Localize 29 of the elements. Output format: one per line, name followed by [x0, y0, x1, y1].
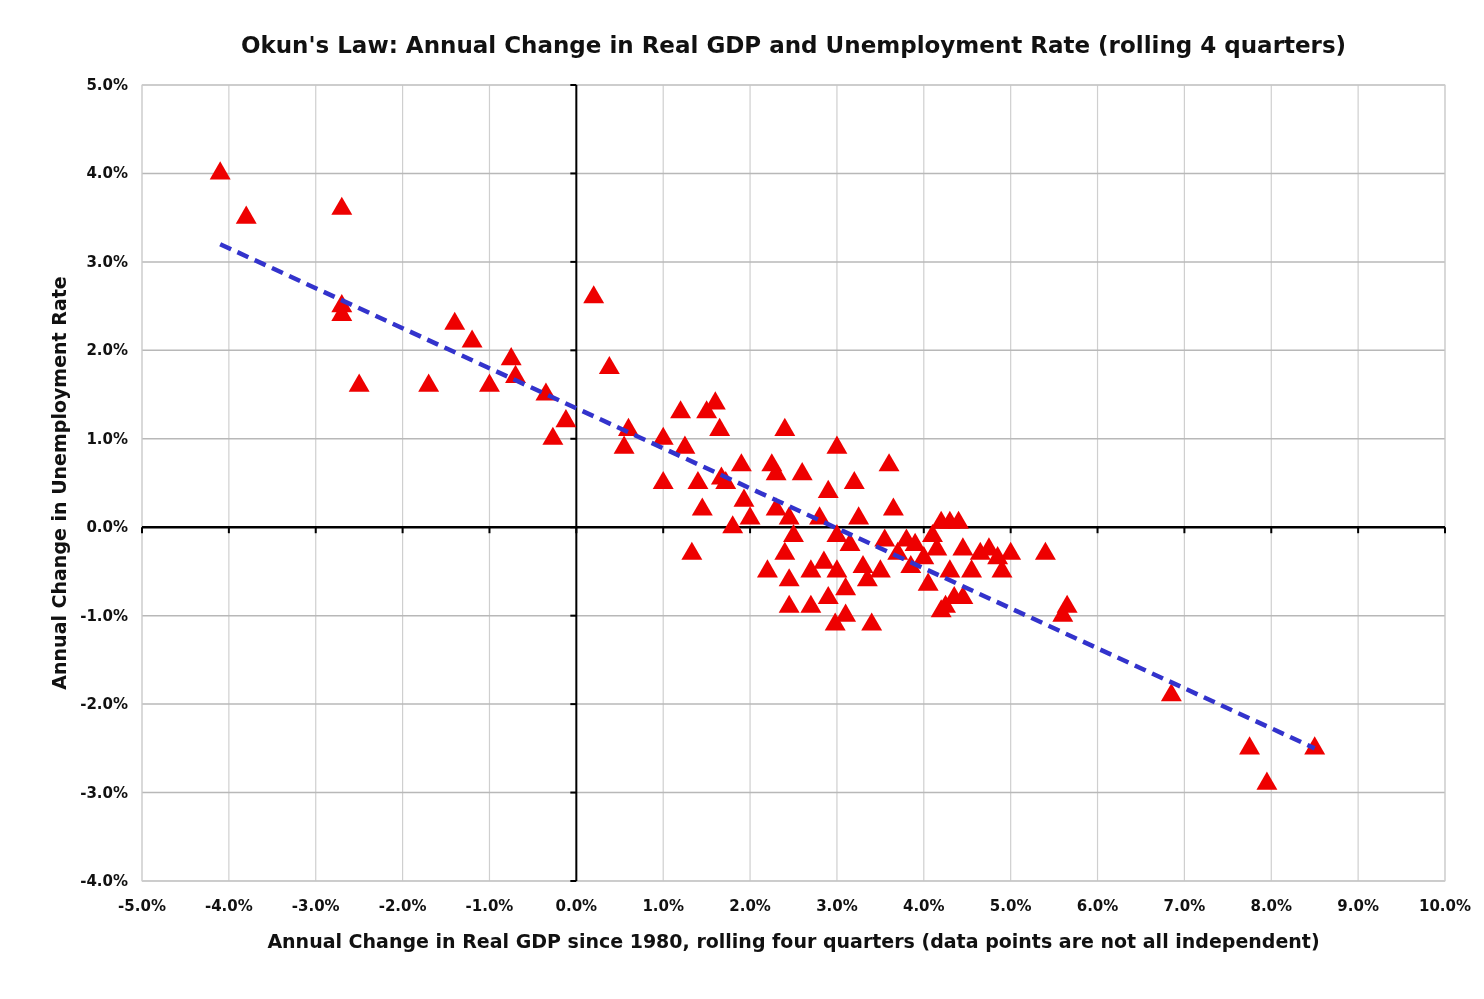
x-tick-label: 3.0%	[816, 897, 858, 915]
x-tick-label: 2.0%	[729, 897, 771, 915]
y-tick-label: -1.0%	[80, 606, 128, 625]
y-tick-label: 4.0%	[86, 164, 128, 183]
x-tick-label: -2.0%	[378, 897, 427, 915]
x-tick-label: 4.0%	[903, 897, 945, 915]
x-tick-label: 5.0%	[989, 897, 1032, 915]
x-tick-label: 6.0%	[1076, 897, 1119, 915]
x-tick-label: 9.0%	[1337, 897, 1379, 915]
x-axis-title: Annual Change in Real GDP since 1980, rolling four quarters (data points are not all independent)	[267, 930, 1320, 952]
chart-title: Okun's Law: Annual Change in Real GDP and Unemployment Rate (rolling 4 quarters)	[240, 32, 1347, 58]
y-tick-label: -3.0%	[80, 783, 128, 802]
x-tick-label: 1.0%	[642, 897, 684, 915]
y-axis-title: Annual Change in Unemployment Rate	[48, 276, 70, 690]
x-tick-label: 7.0%	[1163, 897, 1206, 915]
x-tick-label: -3.0%	[291, 897, 340, 915]
y-tick-label: -2.0%	[80, 695, 128, 714]
x-tick-label: -1.0%	[465, 897, 514, 915]
y-tick-label: 0.0%	[86, 518, 128, 537]
x-tick-label: 10.0%	[1418, 897, 1472, 915]
x-tick-label: -5.0%	[118, 897, 166, 915]
y-tick-label: -4.0%	[80, 872, 128, 890]
x-tick-label: -4.0%	[204, 897, 253, 915]
x-tick-label: 0.0%	[555, 897, 598, 915]
y-tick-label: 1.0%	[86, 429, 128, 448]
y-tick-label: 2.0%	[86, 341, 128, 360]
y-tick-label: 5.0%	[86, 76, 128, 94]
x-tick-label: 8.0%	[1250, 897, 1293, 915]
y-tick-label: 3.0%	[86, 252, 128, 271]
